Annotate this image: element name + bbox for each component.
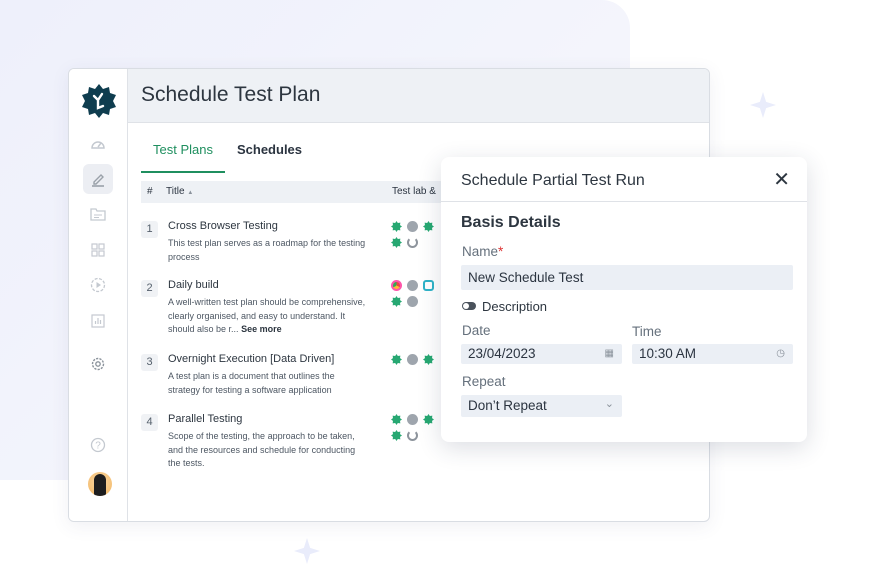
row-description: This test plan serves as a roadmap for t… (168, 237, 368, 264)
schedule-modal: Schedule Partial Test Run ✕ Basis Detail… (441, 157, 807, 442)
time-input[interactable]: 10:30 AM ◷ (632, 344, 793, 364)
chrome-icon (407, 221, 418, 232)
see-more-link[interactable]: See more (241, 324, 282, 334)
chevron-down-icon: ⌄ (604, 398, 614, 410)
tab-test-plans[interactable]: Test Plans (141, 139, 225, 173)
edit-icon[interactable] (83, 164, 113, 194)
date-input[interactable]: 23/04/2023 ▦ (461, 344, 622, 364)
sparkle-decoration (750, 92, 776, 118)
sparkle-decoration (294, 538, 320, 564)
row-description: A test plan is a document that outlines … (168, 370, 368, 397)
modal-title: Schedule Partial Test Run (461, 172, 645, 189)
test-lab-icons (391, 354, 441, 365)
date-label: Date (462, 323, 491, 338)
row-number: 2 (141, 280, 158, 297)
chrome-icon (407, 280, 418, 291)
row-number: 3 (141, 354, 158, 371)
chrome-icon (407, 354, 418, 365)
settings-icon[interactable] (83, 349, 113, 379)
name-label: Name* (462, 244, 503, 259)
column-title-label: Title (166, 186, 185, 197)
lab-gear-icon (391, 430, 402, 441)
lab-gear-icon (391, 354, 402, 365)
table-header: # Title ▲ Test lab & (141, 181, 521, 203)
section-title: Basis Details (461, 214, 561, 231)
svg-text:?: ? (95, 441, 101, 452)
tab-bar: Test Plans Schedules (141, 139, 314, 173)
play-icon[interactable] (83, 270, 113, 300)
row-description: A well-written test plan should be compr… (168, 296, 368, 337)
page-header: Schedule Test Plan (128, 69, 709, 123)
time-label: Time (632, 324, 662, 339)
lab-gear-icon (423, 221, 434, 232)
required-marker: * (498, 244, 504, 259)
chrome-icon (407, 296, 418, 307)
row-title[interactable]: Parallel Testing (168, 413, 243, 425)
column-test-lab: Test lab & (392, 186, 436, 197)
row-title[interactable]: Cross Browser Testing (168, 220, 278, 232)
lab-gear-icon (423, 354, 434, 365)
row-title[interactable]: Daily build (168, 279, 219, 291)
page-title: Schedule Test Plan (141, 83, 321, 106)
dashboard-icon[interactable] (83, 129, 113, 159)
test-lab-icons (391, 280, 441, 307)
row-description-text: This test plan serves as a roadmap for t… (168, 238, 366, 262)
row-description-text: A test plan is a document that outlines … (168, 371, 335, 395)
refresh-icon (407, 430, 418, 441)
repeat-select[interactable]: Don’t Repeat ⌄ (461, 395, 622, 417)
row-description: Scope of the testing, the approach to be… (168, 430, 368, 471)
row-description-text: Scope of the testing, the approach to be… (168, 431, 356, 468)
lab-gear-icon (391, 296, 402, 307)
help-icon[interactable]: ? (83, 430, 113, 460)
clock-icon[interactable]: ◷ (776, 348, 785, 359)
close-icon[interactable]: ✕ (773, 169, 790, 191)
name-input[interactable]: New Schedule Test (461, 265, 793, 290)
chrome-icon (407, 414, 418, 425)
description-toggle[interactable] (462, 302, 476, 310)
repeat-label: Repeat (462, 374, 506, 389)
logo-icon (82, 84, 116, 118)
avatar[interactable] (88, 472, 112, 496)
chart-icon[interactable] (83, 306, 113, 336)
date-value: 23/04/2023 (468, 346, 536, 361)
column-title[interactable]: Title ▲ (166, 186, 193, 197)
row-number: 4 (141, 414, 158, 431)
chrome-icon (391, 280, 402, 291)
sidebar: ? (69, 69, 128, 521)
lab-gear-icon (423, 414, 434, 425)
row-number: 1 (141, 221, 158, 238)
sort-asc-icon: ▲ (187, 190, 194, 196)
row-title[interactable]: Overnight Execution [Data Driven] (168, 353, 335, 365)
test-lab-icons (391, 221, 441, 248)
row-description-text: A well-written test plan should be compr… (168, 297, 366, 334)
column-num: # (147, 186, 153, 197)
test-lab-icons (391, 414, 441, 441)
folder-icon[interactable] (83, 199, 113, 229)
time-value: 10:30 AM (639, 346, 697, 361)
modal-header: Schedule Partial Test Run ✕ (441, 157, 807, 202)
grid-icon[interactable] (83, 235, 113, 265)
lab-gear-icon (391, 237, 402, 248)
lab-gear-icon (391, 414, 402, 425)
tab-schedules[interactable]: Schedules (236, 142, 303, 157)
lab-gear-icon (391, 221, 402, 232)
name-label-text: Name (462, 244, 499, 259)
refresh-icon (407, 237, 418, 248)
description-label: Description (482, 299, 548, 314)
lab-icon (423, 280, 434, 291)
calendar-icon[interactable]: ▦ (604, 348, 614, 359)
repeat-value: Don’t Repeat (468, 398, 547, 413)
